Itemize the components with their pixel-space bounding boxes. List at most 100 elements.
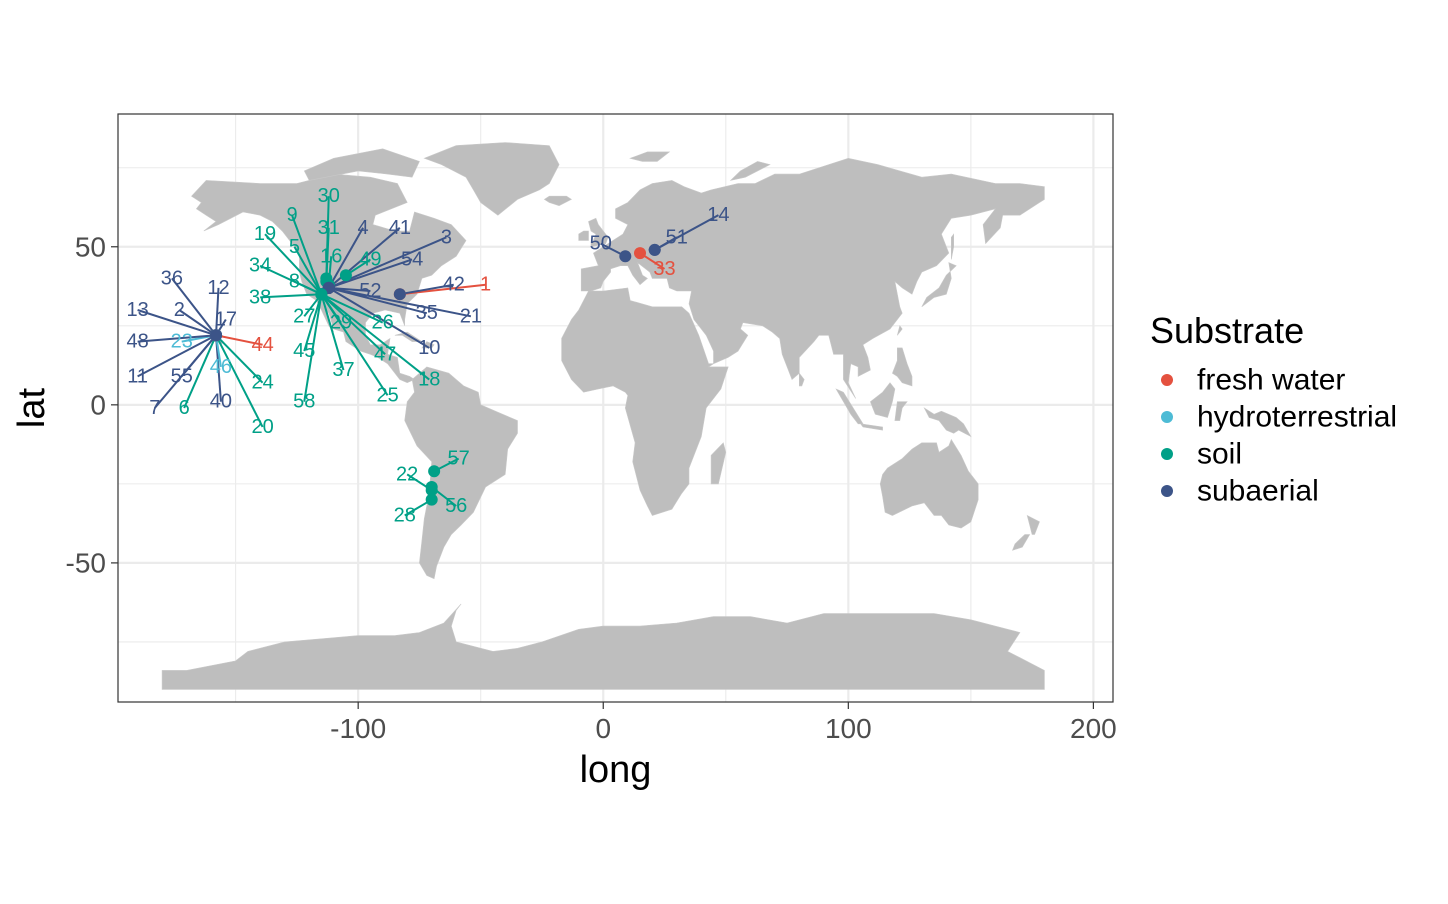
land-svalbard — [629, 151, 671, 162]
point-label-45: 45 — [293, 340, 315, 362]
point-label-57: 57 — [448, 448, 470, 470]
x-axis-title: long — [580, 749, 652, 791]
land-japan — [921, 262, 957, 308]
leader-line-42 — [399, 283, 454, 296]
y-tick-label: 0 — [90, 389, 106, 420]
point-56 — [425, 481, 438, 494]
x-tick-label: -100 — [330, 713, 386, 744]
point-33 — [634, 247, 647, 260]
point-49 — [339, 269, 352, 282]
legend-key-point — [1161, 485, 1173, 497]
point-label-19: 19 — [254, 223, 276, 245]
point-label-2: 2 — [174, 299, 185, 321]
leader-line-26 — [320, 293, 384, 324]
leader-line-38 — [260, 293, 322, 299]
point-labels: 1234567891011121314161718192021222324252… — [126, 185, 729, 526]
y-tick-label: 50 — [75, 231, 106, 262]
leader-line-11 — [137, 334, 217, 378]
point-label-40: 40 — [210, 391, 232, 413]
legend-items: fresh water hydroterrestrial soil subaerial — [1161, 364, 1397, 508]
leader-line-55 — [180, 334, 217, 378]
land-ireland — [578, 230, 589, 241]
point-label-14: 14 — [707, 204, 729, 226]
y-axis-title: lat — [11, 387, 53, 428]
point-label-23: 23 — [171, 331, 193, 353]
point-label-48: 48 — [126, 331, 148, 353]
leader-line-21 — [328, 286, 472, 318]
point-label-35: 35 — [416, 302, 438, 324]
land-eurasia-africa — [561, 157, 1045, 516]
land-new-guinea — [923, 407, 972, 438]
legend-item: soil — [1161, 438, 1242, 471]
point-label-20: 20 — [251, 416, 273, 438]
point-label-52: 52 — [359, 280, 381, 302]
leader-line-44 — [215, 334, 263, 346]
land-uk — [588, 217, 609, 248]
land-sakhalin — [951, 233, 954, 260]
legend-item: subaerial — [1161, 475, 1319, 508]
land-madagascar — [710, 442, 727, 485]
leader-line-19 — [264, 233, 323, 295]
land-south-america — [404, 366, 518, 580]
leader-line-24 — [215, 334, 264, 384]
legend: Substrate fresh water hydroterrestrial soi… — [1150, 310, 1397, 508]
point-label-51: 51 — [666, 226, 688, 248]
land-philippines — [892, 347, 913, 387]
leader-line-18 — [320, 293, 430, 381]
point-label-16: 16 — [320, 245, 342, 267]
leader-line-5 — [293, 246, 323, 295]
land-new-zealand-south — [1011, 534, 1031, 551]
point-28 — [425, 493, 438, 506]
legend-key-point — [1161, 448, 1173, 460]
leader-line-45 — [303, 293, 323, 352]
point-label-55: 55 — [171, 365, 193, 387]
point-label-5: 5 — [289, 236, 300, 258]
land-sulawesi — [894, 401, 908, 421]
point-label-17: 17 — [215, 308, 237, 330]
point-label-3: 3 — [441, 226, 452, 248]
point-label-56: 56 — [445, 495, 467, 517]
legend-label: fresh water — [1197, 364, 1345, 397]
land-borneo — [870, 382, 896, 418]
land-iceland — [543, 195, 572, 207]
point-label-50: 50 — [590, 233, 612, 255]
point-label-36: 36 — [161, 267, 183, 289]
land-novaya-zemlya — [729, 161, 771, 181]
point-label-24: 24 — [251, 372, 273, 394]
point-label-37: 37 — [332, 359, 354, 381]
point-label-28: 28 — [394, 504, 416, 526]
leader-line-13 — [137, 309, 217, 337]
leader-line-2 — [178, 309, 217, 337]
point-label-41: 41 — [389, 217, 411, 239]
point-label-1: 1 — [480, 274, 491, 296]
point-label-46: 46 — [210, 356, 232, 378]
leader-line-12 — [215, 287, 220, 336]
point-label-4: 4 — [358, 217, 369, 239]
point-label-10: 10 — [418, 337, 440, 359]
leader-line-48 — [137, 334, 217, 343]
point-label-49: 49 — [359, 248, 381, 270]
point-label-26: 26 — [372, 312, 394, 334]
point-label-29: 29 — [330, 312, 352, 334]
leader-line-10 — [328, 287, 430, 349]
land-greenland — [423, 142, 560, 216]
point-label-7: 7 — [149, 397, 160, 419]
leader-line-54 — [328, 258, 413, 289]
land-java — [859, 423, 883, 431]
label-leader-lines — [137, 196, 719, 517]
point-label-34: 34 — [249, 255, 271, 277]
land-arctic-islands — [303, 148, 420, 181]
land-australia — [879, 438, 979, 529]
point-label-44: 44 — [251, 334, 273, 356]
data-points — [210, 243, 661, 506]
leader-line-37 — [320, 293, 345, 371]
leader-line-6 — [183, 334, 217, 409]
leader-line-58 — [303, 294, 323, 402]
point-label-9: 9 — [286, 204, 297, 226]
point-label-22: 22 — [396, 463, 418, 485]
point-label-31: 31 — [318, 217, 340, 239]
leader-line-9 — [291, 214, 323, 295]
point-57 — [428, 465, 441, 478]
x-tick-label: 0 — [595, 713, 611, 744]
